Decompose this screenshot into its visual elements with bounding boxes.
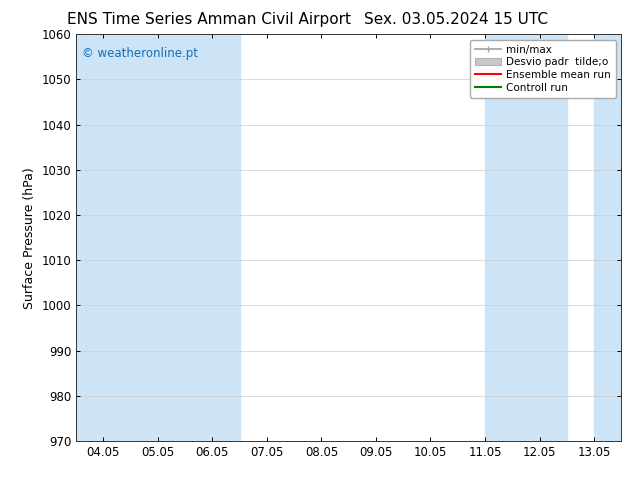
Text: Sex. 03.05.2024 15 UTC: Sex. 03.05.2024 15 UTC — [365, 12, 548, 27]
Text: © weatheronline.pt: © weatheronline.pt — [82, 47, 198, 59]
Bar — [594, 34, 621, 441]
Bar — [485, 34, 567, 441]
Text: ENS Time Series Amman Civil Airport: ENS Time Series Amman Civil Airport — [67, 12, 351, 27]
Legend: min/max, Desvio padr  tilde;o, Ensemble mean run, Controll run: min/max, Desvio padr tilde;o, Ensemble m… — [470, 40, 616, 98]
Y-axis label: Surface Pressure (hPa): Surface Pressure (hPa) — [23, 167, 36, 309]
Bar — [76, 34, 240, 441]
